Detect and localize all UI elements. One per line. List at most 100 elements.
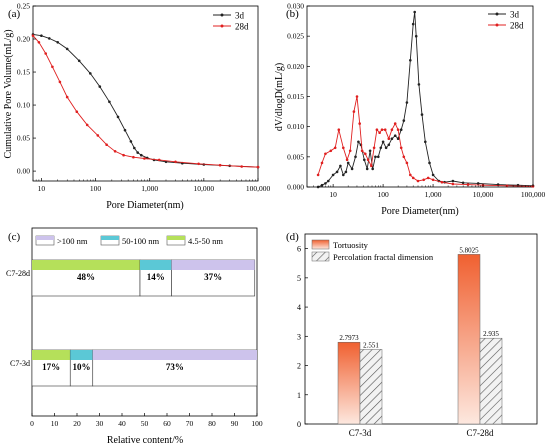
data-point-3d xyxy=(363,158,366,162)
data-point-3d xyxy=(396,137,400,140)
x-tick-label: 1,000 xyxy=(141,184,158,193)
data-point-3d xyxy=(354,155,357,159)
x-tick-label: 90 xyxy=(231,419,239,428)
data-point-28d xyxy=(378,131,381,134)
legend-swatch-strip xyxy=(101,236,119,240)
y-tick-label: 0.15 xyxy=(17,68,30,77)
data-point-3d xyxy=(365,167,369,171)
data-point-3d xyxy=(344,170,348,174)
x-tick-label: 10,000 xyxy=(194,184,215,193)
data-point-3d xyxy=(409,59,412,62)
data-point-28d xyxy=(320,161,324,165)
data-point-3d xyxy=(390,137,394,140)
x-tick-label: 10 xyxy=(38,184,46,193)
bar-Tortuosity xyxy=(457,254,481,425)
x-tick-label: 50 xyxy=(141,419,149,428)
x-tick-label: 60 xyxy=(163,419,171,428)
data-point-28d xyxy=(380,128,384,131)
data-point-28d xyxy=(174,160,177,164)
data-point-3d xyxy=(320,183,324,187)
data-point-3d xyxy=(339,164,342,168)
data-point-28d xyxy=(65,95,69,99)
panel-a-xlabel: Pore Diameter(nm) xyxy=(106,200,183,211)
y-tick-label: 0.005 xyxy=(287,152,304,161)
panel-d-plot-frame xyxy=(304,233,538,425)
x-tick-label: 100 xyxy=(251,419,263,428)
y-tick-label: 0.20 xyxy=(17,35,30,44)
data-point-28d xyxy=(122,153,125,157)
bar-value-label: 48% xyxy=(77,272,95,282)
bar-value-label: 37% xyxy=(204,272,222,282)
y-tick-label: 0.10 xyxy=(17,101,30,110)
data-point-3d xyxy=(350,167,354,171)
panel-a: (a) 10 100 1,000 10,000 100,000 0.00 0.05 0.10 0… xyxy=(3,2,270,212)
y-tick-label: 0.020 xyxy=(287,62,304,71)
data-point-28d xyxy=(390,128,394,131)
panel-b-ylabel: dV/dlogD(mL/g) xyxy=(274,63,285,131)
bar-color-strip-4.5-50 nm xyxy=(32,350,71,360)
legend-marker-3d xyxy=(220,13,224,17)
data-point-28d xyxy=(37,41,41,44)
category-label: C7-28d xyxy=(467,428,495,438)
bar-Percolation fractal dimension xyxy=(479,337,503,425)
data-point-28d xyxy=(393,122,397,125)
panel-a-ylabel: Cumulative Pore Volume(mL/g) xyxy=(3,29,14,158)
data-point-3d xyxy=(116,115,120,119)
data-point-28d xyxy=(352,110,356,113)
data-point-3d xyxy=(40,34,43,37)
bar-color-strip-50-100 nm xyxy=(140,260,172,270)
bar-value-label: 17% xyxy=(42,362,60,372)
data-point-3d xyxy=(384,146,388,150)
panel-c: (c) >100 nm 50-100 nm 4.5-50 nm 48% 14% 37% 1… xyxy=(6,227,263,446)
y-tick-label: 2 xyxy=(297,362,301,371)
panel-d: (d) 2.7973 2.551 5.8025 2.935 0 1 2 3 4 5 6 C7-3d C… xyxy=(286,231,538,438)
data-point-28d xyxy=(409,173,412,177)
data-point-3d xyxy=(357,140,360,144)
y-tick-label: 0.025 xyxy=(287,32,304,41)
x-tick-label: 80 xyxy=(208,419,216,428)
data-point-28d xyxy=(333,146,337,150)
data-point-28d xyxy=(218,163,222,167)
data-point-28d xyxy=(31,34,35,37)
category-label: C7-28d xyxy=(6,269,30,278)
data-point-3d xyxy=(402,119,406,122)
legend-marker-3d xyxy=(495,12,499,16)
data-point-3d xyxy=(374,155,377,159)
x-tick-label: 40 xyxy=(118,419,126,428)
data-point-3d xyxy=(335,170,339,174)
data-point-28d xyxy=(342,146,345,150)
data-point-3d xyxy=(123,128,127,132)
data-point-28d xyxy=(96,134,100,137)
y-tick-label: 5 xyxy=(297,274,301,283)
panel-a-label: (a) xyxy=(8,8,21,20)
data-point-28d xyxy=(143,157,146,160)
data-point-3d xyxy=(420,113,424,116)
data-point-3d xyxy=(129,140,133,143)
data-point-3d xyxy=(98,85,102,88)
y-tick-label: 4 xyxy=(297,303,301,312)
data-point-28d xyxy=(451,182,455,186)
y-tick-label: 0 xyxy=(297,420,301,429)
legend-swatch-strip xyxy=(167,236,185,240)
legend-label-28d: 28d xyxy=(510,21,524,31)
data-point-28d xyxy=(358,122,362,125)
legend-label-3d: 3d xyxy=(235,11,245,21)
bar-color-strip-4.5-50 nm xyxy=(32,260,140,270)
data-point-28d xyxy=(399,146,403,150)
data-point-28d xyxy=(329,149,333,153)
data-point-3d xyxy=(77,59,81,63)
bar-color-strip->100 nm xyxy=(92,350,257,360)
data-point-3d xyxy=(461,181,465,185)
data-point-28d xyxy=(360,149,364,153)
data-point-3d xyxy=(379,146,383,150)
panel-d-label: (d) xyxy=(286,231,299,243)
data-point-28d xyxy=(402,155,406,159)
data-point-28d xyxy=(51,65,54,69)
data-point-3d xyxy=(476,182,480,185)
data-point-28d xyxy=(337,128,341,131)
data-point-28d xyxy=(348,149,352,153)
data-point-3d xyxy=(451,179,455,183)
legend-marker-28d xyxy=(495,23,499,27)
data-point-3d xyxy=(431,173,435,177)
x-tick-label: 100,000 xyxy=(521,190,546,199)
